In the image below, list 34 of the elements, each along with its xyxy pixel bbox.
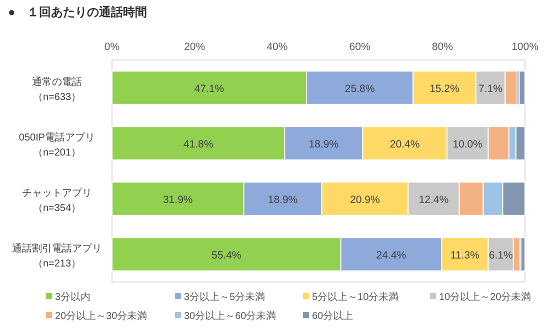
- y-tick-label: 通話割引電話アプリ（n=213）: [12, 242, 102, 270]
- legend-label: 20分以上～30分未満: [55, 310, 148, 322]
- x-tick-label: 80%: [432, 41, 453, 53]
- legend-label: 5分以上～10分未満: [312, 291, 399, 303]
- data-label: 24.4%: [376, 249, 406, 262]
- x-tick-label: 40%: [266, 41, 288, 53]
- data-label: 11.3%: [450, 249, 480, 262]
- x-tick-label: 0%: [104, 41, 120, 53]
- data-label: 41.8%: [183, 138, 214, 150]
- data-label: 18.9%: [308, 138, 339, 150]
- data-label: 31.9%: [162, 194, 193, 206]
- legend-label: 30分以上～60分未満: [184, 310, 276, 322]
- data-label: 47.1%: [194, 82, 224, 95]
- x-tick-label: 60%: [349, 41, 370, 53]
- data-label: 15.2%: [430, 82, 460, 95]
- y-tick-label: 通常の電話（n=633）: [32, 76, 82, 103]
- data-label: 10.0%: [452, 138, 482, 150]
- data-label: 20.9%: [350, 194, 380, 206]
- data-label: 6.1%: [488, 249, 513, 262]
- y-tick-label: チャットアプリ（n=354）: [22, 186, 92, 214]
- legend-label: 60分以上: [312, 310, 354, 322]
- data-label: 25.8%: [344, 82, 375, 95]
- chart-title: ● １回あたりの通話時間: [8, 5, 148, 19]
- x-tick-label: 20%: [184, 41, 206, 53]
- x-tick-label: 100%: [512, 41, 538, 53]
- legend-label: 10分以上～20分未満: [439, 291, 532, 303]
- data-label: 12.4%: [418, 194, 449, 206]
- data-label: 7.1%: [478, 82, 502, 95]
- data-label: 55.4%: [212, 249, 242, 262]
- y-tick-label: 050IP電話アプリ（n=201）: [18, 131, 96, 158]
- data-label: 20.4%: [390, 138, 420, 150]
- data-label: 18.9%: [268, 194, 298, 206]
- legend-label: 3分以上～5分未満: [184, 291, 266, 303]
- legend-label: 3分以内: [55, 291, 91, 303]
